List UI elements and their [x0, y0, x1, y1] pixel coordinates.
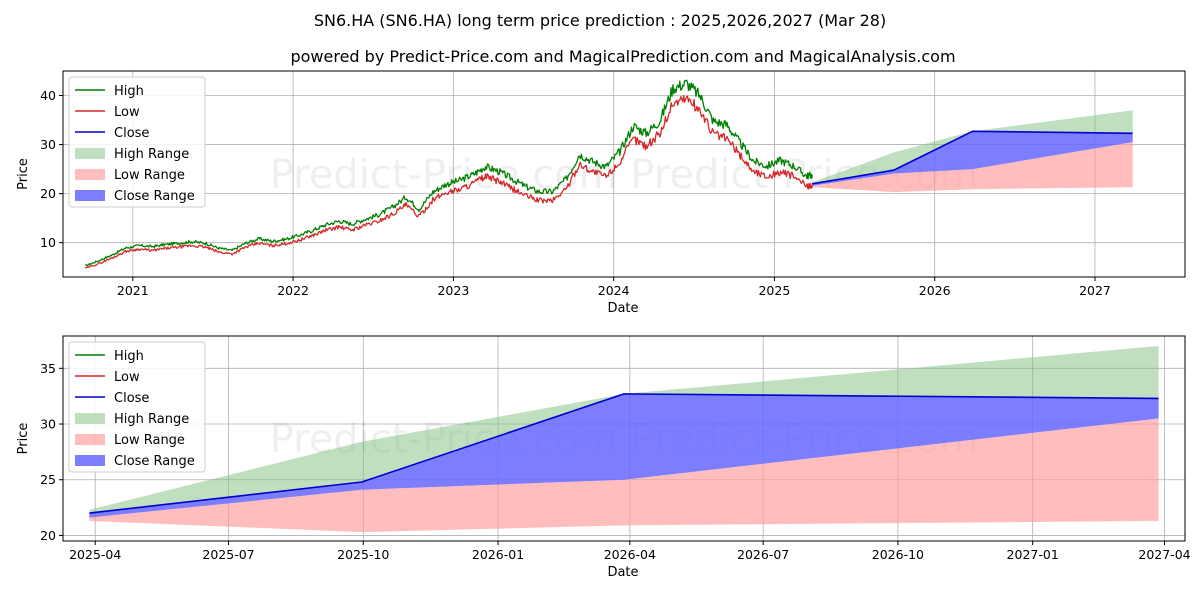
bottom-x-tick-label-2: 2025-10	[337, 547, 389, 562]
top-high-range-band	[812, 110, 1133, 184]
bottom-legend-label-low-range: Low Range	[114, 433, 185, 448]
bottom-x-tick-label-8: 2027-04	[1138, 547, 1190, 562]
bottom-x-tick-label-7: 2027-01	[1007, 547, 1059, 562]
bottom-y-tick-label-2: 30	[40, 417, 56, 432]
bottom-x-tick-label-5: 2026-07	[737, 547, 789, 562]
bottom-x-tick-label-0: 2025-04	[69, 547, 121, 562]
top-x-tick-label-1: 2022	[277, 283, 309, 298]
bottom-legend-label-close: Close	[114, 391, 149, 406]
top-x-tick-label-0: 2021	[117, 283, 149, 298]
top-legend-label-close-range: Close Range	[114, 189, 195, 204]
top-x-tick-label-6: 2027	[1079, 283, 1111, 298]
bottom-legend-swatch-high-range	[75, 413, 105, 424]
top-x-tick-label-5: 2026	[919, 283, 951, 298]
top-axes-frame	[62, 70, 1186, 278]
chart-subtitle: powered by Predict-Price.com and Magical…	[290, 47, 955, 66]
bottom-y-axis-label: Price	[16, 423, 31, 455]
bottom-axes-frame	[62, 335, 1186, 542]
bottom-x-axis-label: Date	[607, 565, 638, 580]
bottom-data-layer	[89, 346, 1159, 533]
bottom-y-tick-label-0: 20	[40, 528, 56, 543]
bottom-legend-label-high: High	[114, 349, 144, 364]
bottom-legend-swatch-low-range	[75, 434, 105, 445]
top-legend-label-high-range: High Range	[114, 147, 189, 162]
bottom-y-tick-label-3: 35	[40, 361, 56, 376]
bottom-close-range-band	[89, 393, 1159, 518]
top-y-tick-label-3: 40	[40, 88, 56, 103]
bottom-panel: Predict-Price.com Predict-Price.com2025-…	[16, 335, 1191, 580]
bottom-low-range-band	[89, 418, 1159, 533]
bottom-x-tick-label-1: 2025-07	[202, 547, 254, 562]
top-legend-label-low: Low	[114, 105, 140, 120]
top-legend-label-low-range: Low Range	[114, 168, 185, 183]
top-y-tick-label-0: 10	[40, 235, 56, 250]
bottom-legend-swatch-close-range	[75, 455, 105, 466]
top-y-tick-label-2: 30	[40, 137, 56, 152]
bottom-high-range-band	[89, 346, 1159, 514]
bottom-legend-label-high-range: High Range	[114, 412, 189, 427]
top-low-range-band	[812, 142, 1133, 193]
top-y-axis-label: Price	[16, 158, 31, 190]
top-legend-label-close: Close	[114, 126, 149, 141]
bottom-legend-label-close-range: Close Range	[114, 454, 195, 469]
top-x-tick-label-3: 2024	[598, 283, 630, 298]
bottom-y-tick-label-1: 25	[40, 472, 56, 487]
top-x-axis-label: Date	[607, 301, 638, 316]
bottom-x-tick-label-6: 2026-10	[872, 547, 924, 562]
top-legend-label-high: High	[114, 84, 144, 99]
bottom-legend-label-low: Low	[114, 370, 140, 385]
bottom-x-tick-label-3: 2026-01	[472, 547, 524, 562]
top-legend-swatch-low-range	[75, 169, 105, 180]
top-low-series	[84, 94, 813, 269]
top-close-range-band	[812, 131, 1133, 186]
bottom-x-tick-label-4: 2026-04	[604, 547, 656, 562]
chart-title: SN6.HA (SN6.HA) long term price predicti…	[314, 11, 886, 30]
bottom-close-series	[89, 393, 1159, 514]
top-legend-swatch-close-range	[75, 190, 105, 201]
top-x-tick-label-2: 2023	[437, 283, 469, 298]
top-high-series	[85, 79, 813, 267]
top-legend-swatch-high-range	[75, 148, 105, 159]
top-y-tick-label-1: 20	[40, 186, 56, 201]
top-close-series	[812, 130, 1133, 185]
top-x-tick-label-4: 2025	[758, 283, 790, 298]
top-data-layer	[84, 79, 1133, 269]
